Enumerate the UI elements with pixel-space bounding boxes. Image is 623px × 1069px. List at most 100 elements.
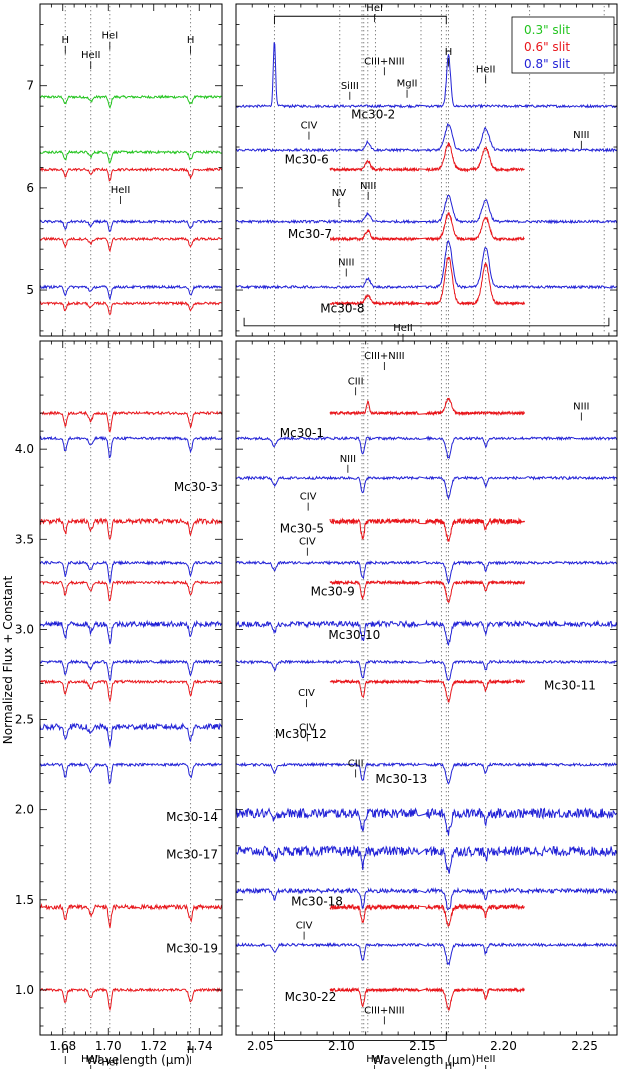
star-label: Mc30-8: [320, 301, 364, 315]
spectrum-mc30-14-blue-k: [235, 807, 618, 836]
legend-label-red: 0.6" slit: [524, 40, 570, 54]
spectrum-mc30-17-blue-k: [235, 844, 618, 874]
line-label: HeI: [366, 1054, 383, 1065]
line-label: HeII: [393, 323, 413, 334]
spectrum-mc30-12-blue-h: [39, 722, 223, 747]
star-label: Mc30-10: [328, 628, 380, 642]
line-label: SiIII: [341, 81, 359, 92]
line-label: HeII: [476, 1054, 496, 1065]
line-label: NIII: [573, 130, 589, 141]
line-label: NIII: [573, 401, 589, 412]
spectrum-mc30-11-red-h: [40, 678, 223, 703]
y-tick-label: 2.5: [15, 713, 34, 727]
spectrum-mc30-5-red-k: [329, 517, 526, 542]
spectrum-mc30-9-blue-k: [235, 559, 618, 585]
legend-label-green: 0.3" slit: [524, 23, 570, 37]
star-label: Mc30-3: [174, 480, 218, 494]
spectrum-mc30-8-red-h: [39, 300, 222, 316]
line-label: MgII: [397, 79, 418, 90]
y-tick-label: 6: [26, 181, 34, 195]
line-label: H: [61, 1045, 69, 1056]
spectrum-mc30-19-blue-k: [235, 941, 618, 966]
x-tick-label: 1.68: [49, 1039, 76, 1053]
spectrum-mc30-8-blue-k: [235, 240, 618, 290]
frame-layer: 1.68 1.70 1.72 1.74 2.05 2.10 2.15 2.20 2.25 5 6 7 1…: [15, 3, 618, 1053]
line-label: H: [445, 47, 453, 58]
spectrum-mc30-22-red-k: [329, 986, 525, 1012]
y-tick-label: 1.5: [15, 893, 34, 907]
spectrum-mc30-1-red-h: [40, 410, 223, 433]
spectrum-mc30-7-blue-k: [235, 194, 618, 225]
line-label: CIII: [348, 758, 364, 769]
line-label: CIV: [300, 492, 317, 503]
line-label: HeII: [81, 50, 101, 61]
line-label: CIII: [348, 376, 364, 387]
line-label: CIV: [299, 722, 316, 733]
spectrum-mc30-13-blue-h: [39, 761, 223, 785]
star-label: Mc30-19: [166, 941, 218, 955]
line-label: H: [187, 1045, 195, 1056]
line-label: CIV: [299, 537, 316, 548]
line-label: NV: [332, 188, 346, 199]
spectrum-mc30-1-blue-k: [235, 435, 618, 459]
line-label: HeII: [81, 1054, 101, 1065]
spectrum-mc30-7-blue-h: [39, 219, 223, 232]
spectrum-mc30-11-red-k: [329, 678, 526, 703]
x-tick-label: 1.72: [140, 1039, 167, 1053]
spectrum-mc30-8-red-k: [329, 256, 526, 307]
line-label: CIV: [298, 688, 315, 699]
line-label: CIII+NIII: [364, 56, 405, 67]
spectrum-mc30-6-blue-k: [235, 122, 618, 153]
grid-layer: [64, 6, 605, 1033]
x-tick-label: 1.74: [186, 1039, 213, 1053]
star-label: Mc30-12: [275, 727, 327, 741]
x-tick-label: 2.25: [571, 1039, 598, 1053]
line-label: HeI: [102, 31, 119, 42]
spectrum-mc30-5-red-h: [39, 517, 223, 540]
y-tick-label: 1.0: [15, 983, 34, 997]
spectrum-mc30-8-blue-h: [39, 284, 223, 301]
spectrum-mc30-9-red-k: [329, 579, 526, 604]
line-label: H: [61, 35, 69, 46]
spectrum-mc30-7-red-k: [329, 212, 525, 242]
panel-frame-ur: [235, 3, 618, 337]
x-tick-label: 2.05: [247, 1039, 274, 1053]
line-label: HeII: [111, 185, 131, 196]
spectrum-mc30-10-blue-k: [235, 619, 618, 647]
annotation-layer: Mc30-2 Mc30-6 Mc30-7 Mc30-8 Mc30-1 Mc30-3 Mc30…: [61, 3, 610, 1069]
spectrum-mc30-2-blue-k: [235, 42, 618, 110]
line-label: H: [445, 1061, 453, 1069]
spectrum-mc30-6-green-h: [39, 149, 223, 164]
legend: 0.3" slit 0.6" slit 0.8" slit: [511, 16, 615, 74]
star-label: Mc30-2: [351, 107, 395, 121]
spectrum-mc30-1-red-k: [329, 397, 526, 417]
line-label: NIII: [338, 258, 354, 269]
star-label: Mc30-1: [280, 426, 324, 440]
star-label: Mc30-18: [291, 895, 343, 909]
star-label: Mc30-7: [288, 227, 332, 241]
spectrum-mc30-7-red-h: [39, 236, 223, 253]
x-tick-label: 2.10: [328, 1039, 355, 1053]
star-label: Mc30-6: [285, 152, 329, 166]
spectrum-mc30-18-blue-k: [235, 886, 618, 911]
y-tick-label: 3.0: [15, 622, 34, 636]
star-label: Mc30-22: [285, 990, 337, 1004]
star-label: Mc30-14: [166, 810, 218, 824]
spectrum-mc30-6-red-k: [329, 141, 525, 173]
line-label: CIV: [296, 921, 313, 932]
spectrum-mc30-9-blue-h: [39, 559, 223, 584]
x-tick-label: 2.20: [490, 1039, 517, 1053]
x-axis-label-left: Wavelength (μm): [86, 1053, 190, 1067]
line-label: CIV: [301, 121, 318, 132]
line-label: CIII+NIII: [364, 351, 405, 362]
star-label: Mc30-5: [280, 521, 324, 535]
star-label: Mc30-9: [311, 585, 355, 599]
panel-frame-lr: [235, 340, 618, 1036]
hei-bracket: [273, 1032, 447, 1041]
hei-bracket: [273, 15, 447, 25]
spectra-layer: [39, 42, 618, 1012]
spectrum-mc30-18-red-k: [329, 903, 525, 927]
star-label: Mc30-17: [166, 848, 218, 862]
y-tick-label: 7: [26, 79, 34, 93]
